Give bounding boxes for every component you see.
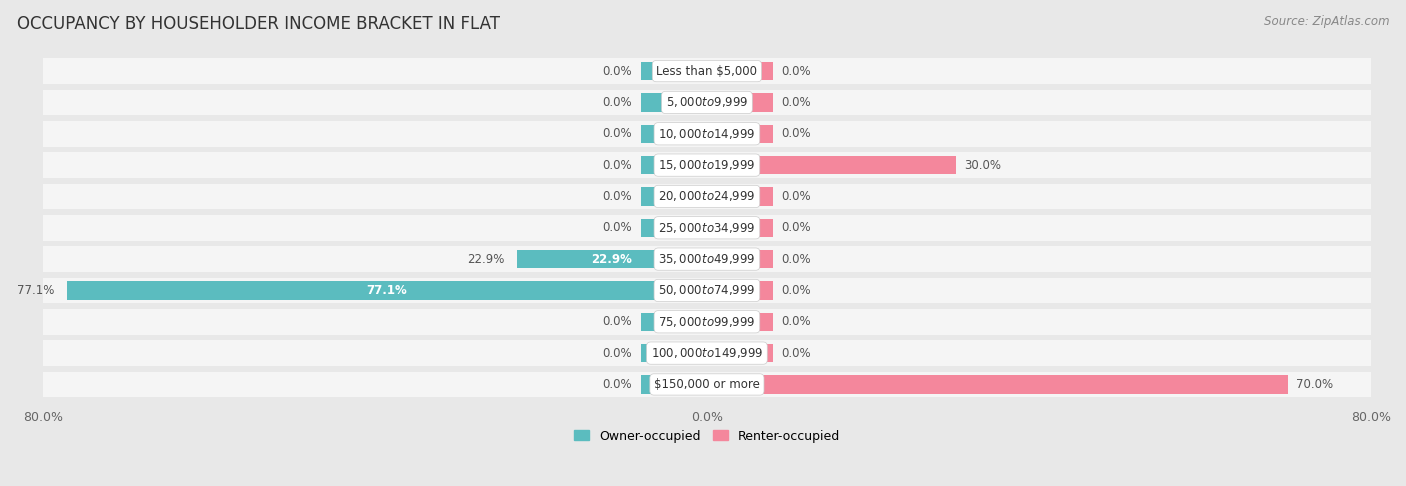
Bar: [42, 215, 1371, 241]
Bar: [517, 250, 707, 268]
Text: 22.9%: 22.9%: [592, 253, 633, 266]
Bar: [641, 188, 707, 206]
Bar: [42, 89, 1371, 115]
Text: 0.0%: 0.0%: [603, 127, 633, 140]
Text: 0.0%: 0.0%: [603, 315, 633, 328]
Bar: [707, 188, 773, 206]
Bar: [42, 184, 1371, 209]
Bar: [707, 156, 956, 174]
Text: 0.0%: 0.0%: [782, 347, 811, 360]
Bar: [707, 344, 773, 362]
Bar: [707, 125, 773, 143]
Text: $15,000 to $19,999: $15,000 to $19,999: [658, 158, 755, 172]
Text: 70.0%: 70.0%: [1296, 378, 1333, 391]
Bar: [707, 219, 773, 237]
Text: $50,000 to $74,999: $50,000 to $74,999: [658, 283, 755, 297]
Bar: [42, 58, 1371, 84]
Text: 0.0%: 0.0%: [603, 347, 633, 360]
Text: 0.0%: 0.0%: [782, 127, 811, 140]
Text: 0.0%: 0.0%: [603, 221, 633, 234]
Text: 77.1%: 77.1%: [367, 284, 408, 297]
Bar: [707, 281, 773, 299]
Text: 0.0%: 0.0%: [782, 221, 811, 234]
Text: OCCUPANCY BY HOUSEHOLDER INCOME BRACKET IN FLAT: OCCUPANCY BY HOUSEHOLDER INCOME BRACKET …: [17, 15, 501, 33]
Bar: [67, 281, 707, 299]
Text: 0.0%: 0.0%: [603, 378, 633, 391]
Legend: Owner-occupied, Renter-occupied: Owner-occupied, Renter-occupied: [569, 425, 845, 448]
Bar: [641, 219, 707, 237]
Bar: [42, 152, 1371, 178]
Bar: [42, 278, 1371, 303]
Bar: [641, 312, 707, 331]
Text: $150,000 or more: $150,000 or more: [654, 378, 759, 391]
Text: 22.9%: 22.9%: [467, 253, 505, 266]
Bar: [641, 93, 707, 111]
Bar: [707, 250, 773, 268]
Text: 0.0%: 0.0%: [782, 315, 811, 328]
Text: 0.0%: 0.0%: [603, 65, 633, 78]
Text: 0.0%: 0.0%: [603, 158, 633, 172]
Bar: [42, 340, 1371, 366]
Text: $35,000 to $49,999: $35,000 to $49,999: [658, 252, 755, 266]
Text: Less than $5,000: Less than $5,000: [657, 65, 758, 78]
Text: 0.0%: 0.0%: [782, 96, 811, 109]
Bar: [42, 121, 1371, 147]
Bar: [641, 344, 707, 362]
Text: 30.0%: 30.0%: [965, 158, 1001, 172]
Bar: [641, 125, 707, 143]
Text: 77.1%: 77.1%: [17, 284, 55, 297]
Text: 0.0%: 0.0%: [782, 284, 811, 297]
Bar: [42, 372, 1371, 397]
Text: 0.0%: 0.0%: [782, 65, 811, 78]
Text: Source: ZipAtlas.com: Source: ZipAtlas.com: [1264, 15, 1389, 28]
Text: 0.0%: 0.0%: [603, 190, 633, 203]
Text: 0.0%: 0.0%: [782, 190, 811, 203]
Text: $100,000 to $149,999: $100,000 to $149,999: [651, 346, 763, 360]
Bar: [641, 156, 707, 174]
Text: $25,000 to $34,999: $25,000 to $34,999: [658, 221, 755, 235]
Bar: [707, 93, 773, 111]
Bar: [707, 62, 773, 80]
Text: $5,000 to $9,999: $5,000 to $9,999: [665, 95, 748, 109]
Bar: [641, 62, 707, 80]
Text: $10,000 to $14,999: $10,000 to $14,999: [658, 127, 755, 141]
Text: 0.0%: 0.0%: [782, 253, 811, 266]
Bar: [707, 312, 773, 331]
Bar: [641, 375, 707, 394]
Bar: [42, 246, 1371, 272]
Bar: [42, 309, 1371, 335]
Bar: [707, 375, 1288, 394]
Text: 0.0%: 0.0%: [603, 96, 633, 109]
Text: $20,000 to $24,999: $20,000 to $24,999: [658, 190, 755, 204]
Text: $75,000 to $99,999: $75,000 to $99,999: [658, 315, 755, 329]
